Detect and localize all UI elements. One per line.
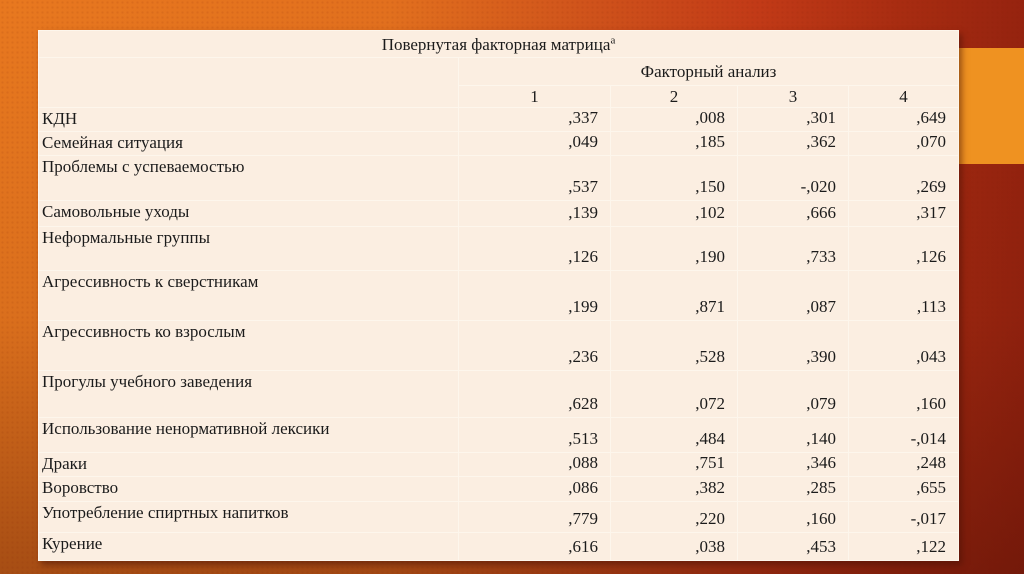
table-row: Агрессивность к сверстникам ,199 ,871 ,0… <box>38 270 960 321</box>
accent-rectangle <box>958 48 1024 164</box>
cell-value: ,285 <box>737 476 849 502</box>
row-label: Использование ненормативной лексики <box>38 417 459 453</box>
factor-column-header: 1 <box>458 85 611 108</box>
cell-value: ,087 <box>737 270 849 321</box>
cell-value: ,160 <box>737 501 849 533</box>
row-label: Самовольные уходы <box>38 200 459 227</box>
cell-value: ,453 <box>737 532 849 561</box>
cell-value: ,122 <box>847 532 960 561</box>
table-row: Воровство ,086 ,382 ,285 ,655 <box>38 476 960 502</box>
cell-value: ,649 <box>847 107 960 132</box>
row-label: Употребление спиртных напитков <box>38 501 459 533</box>
row-label: Драки <box>38 452 459 477</box>
table-row: Самовольные уходы ,139 ,102 ,666 ,317 <box>38 200 960 227</box>
factor-column-header: 2 <box>610 85 738 108</box>
cell-value: ,139 <box>458 200 611 227</box>
cell-value: ,190 <box>610 226 738 271</box>
cell-value: ,382 <box>610 476 738 502</box>
cell-value: ,733 <box>737 226 849 271</box>
table-row: Употребление спиртных напитков ,779 ,220… <box>38 501 960 533</box>
cell-value: ,513 <box>458 417 611 453</box>
row-label: Семейная ситуация <box>38 131 459 156</box>
table-row: Курение ,616 ,038 ,453 ,122 <box>38 532 960 561</box>
table-title-text: Повернутая факторная матрица <box>381 34 611 54</box>
cell-value: ,248 <box>847 452 960 477</box>
cell-value: ,113 <box>847 270 960 321</box>
cell-value: ,666 <box>737 200 849 227</box>
cell-value: ,779 <box>458 501 611 533</box>
cell-value: ,102 <box>610 200 738 227</box>
table-row: Использование ненормативной лексики ,513… <box>38 417 960 453</box>
cell-value: ,236 <box>458 320 611 371</box>
table-row: Агрессивность ко взрослым ,236 ,528 ,390… <box>38 320 960 371</box>
factor-matrix-table: Повернутая факторная матрицаa Факторный … <box>37 30 960 561</box>
cell-value: -,020 <box>737 155 849 201</box>
cell-value: ,140 <box>737 417 849 453</box>
group-header: Факторный анализ <box>457 57 960 86</box>
cell-value: ,751 <box>610 452 738 477</box>
table-title-superscript: a <box>610 34 616 47</box>
table-title: Повернутая факторная матрицаa <box>37 30 960 58</box>
row-label: КДН <box>38 107 459 132</box>
factor-column-header: 3 <box>737 85 849 108</box>
table-body: КДН ,337 ,008 ,301 ,649 Семейная ситуаци… <box>38 107 960 561</box>
cell-value: -,014 <box>847 417 960 453</box>
table-row: Семейная ситуация ,049 ,185 ,362 ,070 <box>38 131 960 156</box>
cell-value: ,269 <box>847 155 960 201</box>
cell-value: ,070 <box>847 131 960 156</box>
cell-value: ,008 <box>610 107 738 132</box>
cell-value: ,871 <box>610 270 738 321</box>
table-title-row: Повернутая факторная матрицаa <box>37 30 960 58</box>
cell-value: ,537 <box>458 155 611 201</box>
cell-value: ,043 <box>847 320 960 371</box>
cell-value: ,616 <box>458 532 611 561</box>
row-label: Неформальные группы <box>38 226 459 271</box>
cell-value: ,220 <box>610 501 738 533</box>
cell-value: ,185 <box>610 131 738 156</box>
row-label: Курение <box>38 532 459 561</box>
cell-value: ,086 <box>458 476 611 502</box>
factor-column-header: 4 <box>847 85 960 108</box>
cell-value: ,160 <box>847 370 960 418</box>
table-row: Прогулы учебного заведения ,628 ,072 ,07… <box>38 370 960 418</box>
row-label: Агрессивность ко взрослым <box>38 320 459 371</box>
table-row: Проблемы с успеваемостью ,537 ,150 -,020… <box>38 155 960 201</box>
cell-value: ,126 <box>847 226 960 271</box>
cell-value: ,317 <box>847 200 960 227</box>
cell-value: ,088 <box>458 452 611 477</box>
rotated-factor-matrix: Повернутая факторная матрицаa Факторный … <box>37 30 960 561</box>
table-row: КДН ,337 ,008 ,301 ,649 <box>38 107 960 132</box>
cell-value: ,079 <box>737 370 849 418</box>
cell-value: ,362 <box>737 131 849 156</box>
table-row: Драки ,088 ,751 ,346 ,248 <box>38 452 960 477</box>
cell-value: ,199 <box>458 270 611 321</box>
cell-value: ,049 <box>458 131 611 156</box>
cell-value: ,528 <box>610 320 738 371</box>
row-label: Проблемы с успеваемостью <box>38 155 459 201</box>
cell-value: ,072 <box>610 370 738 418</box>
group-header-row: Факторный анализ <box>38 57 960 108</box>
cell-value: ,628 <box>458 370 611 418</box>
cell-value: ,301 <box>737 107 849 132</box>
row-label: Прогулы учебного заведения <box>38 370 459 418</box>
cell-value: ,126 <box>458 226 611 271</box>
cell-value: ,337 <box>458 107 611 132</box>
cell-value: ,346 <box>737 452 849 477</box>
table-row: Неформальные группы ,126 ,190 ,733 ,126 <box>38 226 960 271</box>
cell-value: ,150 <box>610 155 738 201</box>
cell-value: ,655 <box>847 476 960 502</box>
row-label: Агрессивность к сверстникам <box>38 270 459 321</box>
cell-value: ,038 <box>610 532 738 561</box>
cell-value: ,484 <box>610 417 738 453</box>
cell-value: ,390 <box>737 320 849 371</box>
cell-value: -,017 <box>847 501 960 533</box>
blank-corner-cell <box>38 57 459 108</box>
row-label: Воровство <box>38 476 459 502</box>
